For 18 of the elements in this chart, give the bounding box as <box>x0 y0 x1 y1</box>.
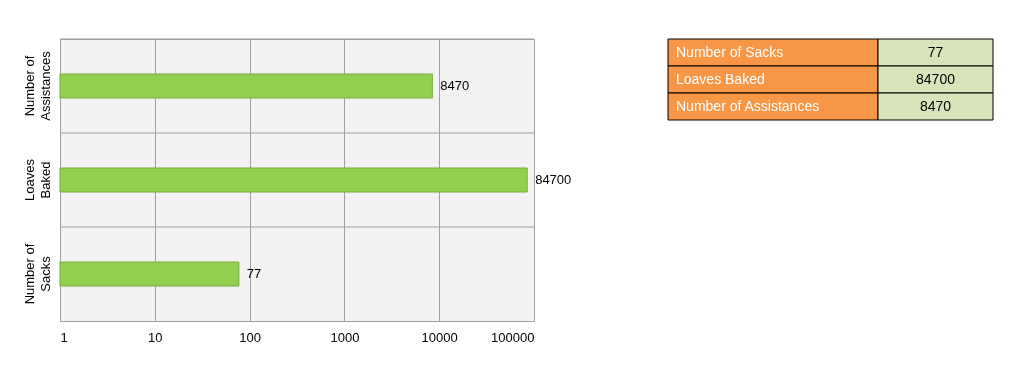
x-tick-label: 100 <box>239 329 261 345</box>
y-tick-label: Number of Assistances <box>21 50 53 121</box>
x-tick-label: 1 <box>60 329 68 345</box>
data-label: 84700 <box>535 172 572 187</box>
category-label: Loaves Baked <box>676 70 765 87</box>
category-label: Number of Sacks <box>676 43 784 60</box>
x-tick-label: 1000 <box>330 329 360 345</box>
x-tick-label: 10 <box>148 329 163 345</box>
data-label: 84700 <box>916 70 956 87</box>
y-tick-label: Number of Sacks <box>21 243 53 305</box>
data-label: 8470 <box>919 97 952 114</box>
data-label: 8470 <box>440 78 470 93</box>
y-tick-label: Loaves Baked <box>21 158 53 201</box>
data-label: 77 <box>246 266 262 281</box>
category-label: Number of Assistances <box>676 97 820 114</box>
x-tick-label: 10000 <box>421 329 458 345</box>
data-label: 77 <box>927 43 944 60</box>
x-tick-label: 100000 <box>491 329 535 345</box>
